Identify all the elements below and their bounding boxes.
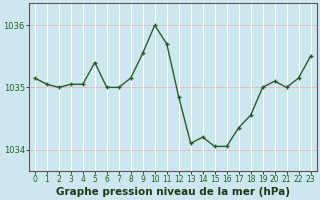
X-axis label: Graphe pression niveau de la mer (hPa): Graphe pression niveau de la mer (hPa) (56, 187, 290, 197)
